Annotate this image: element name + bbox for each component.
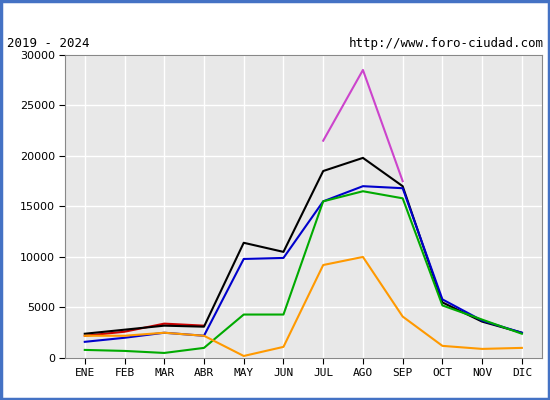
2022 <box>320 199 327 204</box>
2023 <box>201 324 207 329</box>
Text: 2019 - 2024: 2019 - 2024 <box>7 37 89 50</box>
2023 <box>240 240 247 245</box>
2020 <box>81 333 88 338</box>
Text: Evolucion Nº Turistas Extranjeros en el municipio de Palafrugell: Evolucion Nº Turistas Extranjeros en el … <box>12 9 538 24</box>
Line: 2019: 2019 <box>323 70 403 181</box>
2023 <box>121 327 128 332</box>
2021 <box>320 199 327 204</box>
2023 <box>479 319 486 324</box>
2021 <box>201 346 207 350</box>
2021 <box>240 312 247 317</box>
2020 <box>479 346 486 351</box>
2024 <box>81 333 88 338</box>
2020 <box>201 333 207 338</box>
Line: 2022: 2022 <box>85 186 522 342</box>
2021 <box>280 312 287 317</box>
2023 <box>360 156 366 160</box>
2019 <box>360 68 366 72</box>
2020 <box>121 333 128 338</box>
2023 <box>519 330 525 335</box>
2023 <box>439 300 446 305</box>
2020 <box>240 354 247 358</box>
2021 <box>519 331 525 336</box>
2020 <box>439 344 446 348</box>
2022 <box>161 330 168 335</box>
2019 <box>399 179 406 184</box>
2024 <box>201 323 207 328</box>
2021 <box>479 317 486 322</box>
2021 <box>161 350 168 355</box>
2020 <box>161 330 168 335</box>
Text: http://www.foro-ciudad.com: http://www.foro-ciudad.com <box>348 37 543 50</box>
2022 <box>201 333 207 338</box>
2021 <box>439 303 446 308</box>
2021 <box>81 348 88 352</box>
2020 <box>399 314 406 319</box>
2023 <box>81 331 88 336</box>
2024 <box>161 321 168 326</box>
2020 <box>320 263 327 268</box>
2023 <box>280 250 287 254</box>
2021 <box>360 189 366 194</box>
2022 <box>81 340 88 344</box>
2021 <box>399 196 406 201</box>
2022 <box>479 318 486 323</box>
2022 <box>240 256 247 261</box>
2019 <box>320 138 327 143</box>
2022 <box>280 256 287 260</box>
2022 <box>121 335 128 340</box>
2022 <box>439 297 446 302</box>
2020 <box>519 346 525 350</box>
Line: 2023: 2023 <box>85 158 522 334</box>
Line: 2020: 2020 <box>85 257 522 356</box>
2024 <box>121 329 128 334</box>
2022 <box>360 184 366 188</box>
2021 <box>121 348 128 353</box>
2023 <box>161 323 168 328</box>
2020 <box>280 344 287 349</box>
2023 <box>320 169 327 174</box>
2023 <box>399 184 406 188</box>
2022 <box>399 186 406 191</box>
2020 <box>360 254 366 259</box>
Line: 2021: 2021 <box>85 191 522 353</box>
Line: 2024: 2024 <box>85 324 204 336</box>
2022 <box>519 330 525 335</box>
